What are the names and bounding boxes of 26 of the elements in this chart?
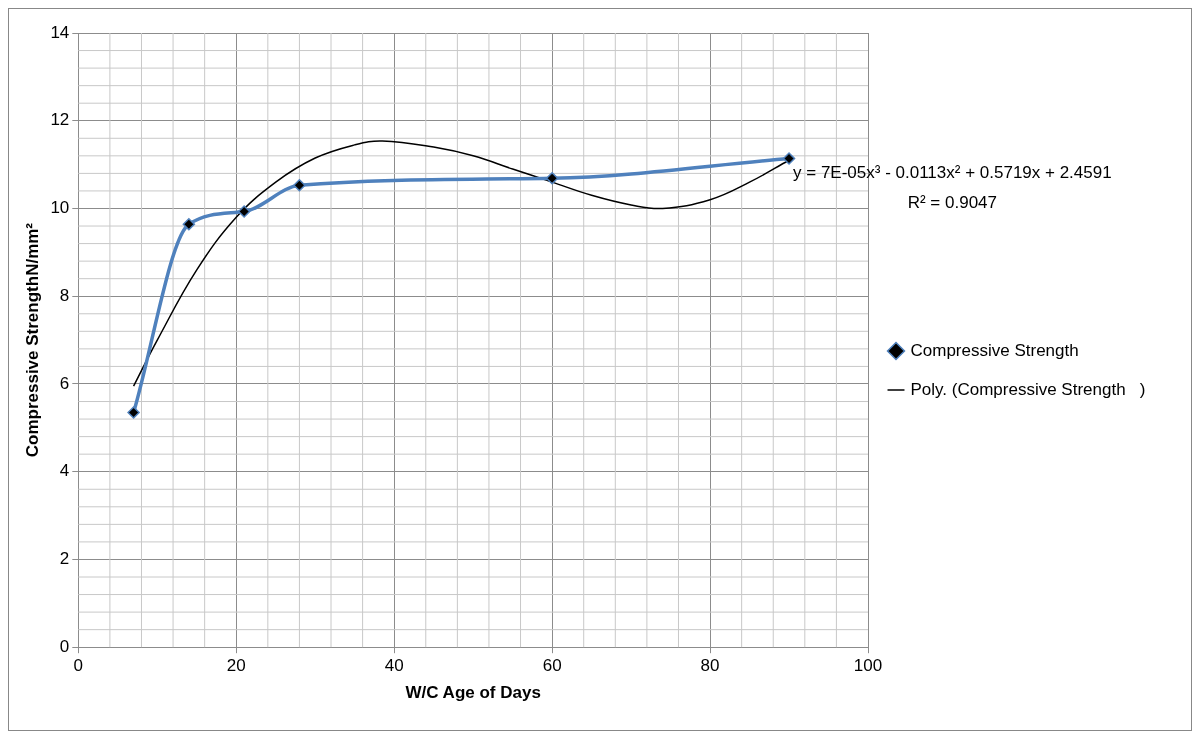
y-tick-label: 14 (50, 22, 70, 42)
y-tick-label: 0 (59, 636, 70, 656)
x-tick-label: 20 (226, 656, 246, 676)
x-tick-label: 80 (700, 656, 720, 676)
point (237, 205, 251, 218)
annotation: y = 7E-05x³ - 0.0113x² + 0.5719x + 2.4591 (793, 163, 1112, 183)
point (293, 178, 306, 192)
x-axis-title: W/C Age of Days (405, 683, 541, 703)
point (782, 152, 796, 165)
y-tick-label: 10 (50, 198, 70, 218)
y-tick-label: 4 (59, 461, 70, 481)
point (182, 218, 196, 231)
x-tick-label: 100 (853, 656, 883, 676)
y-axis-title: Compressive StrengthN/mm² (22, 222, 42, 458)
x-tick-label: 60 (542, 656, 562, 676)
x-tick-label: 40 (384, 656, 404, 676)
legend-label: Compressive Strength (910, 340, 1079, 360)
point (545, 171, 559, 185)
text: R² = 0.9047 (907, 193, 998, 213)
y-tick-label: 6 (59, 373, 70, 393)
y-tick-label: 12 (50, 110, 70, 130)
y-tick-label: 2 (59, 549, 70, 569)
legend-label: Poly. (Compressive Strength ) (910, 379, 1146, 399)
point (127, 406, 140, 419)
y-tick-label: 8 (59, 285, 70, 305)
x-tick-label: 0 (73, 656, 84, 676)
